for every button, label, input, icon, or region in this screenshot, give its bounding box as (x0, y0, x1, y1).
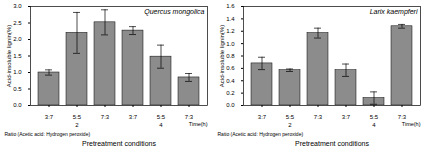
svg-text:Time(h): Time(h) (402, 121, 421, 127)
svg-text:Ratio (Acetic acid: Hydrogen p: Ratio (Acetic acid: Hydrogen peroxide) (218, 131, 304, 137)
svg-text:Time(h): Time(h) (189, 121, 208, 127)
svg-text:2: 2 (288, 122, 292, 128)
svg-text:3.0: 3.0 (13, 3, 22, 9)
svg-text:5:5: 5:5 (370, 114, 379, 120)
svg-text:3:7: 3:7 (342, 114, 351, 120)
svg-text:5:5: 5:5 (286, 114, 295, 120)
svg-text:Larix kaempferi: Larix kaempferi (370, 8, 418, 16)
svg-text:7:3: 7:3 (314, 114, 323, 120)
svg-text:3:7: 3:7 (129, 114, 138, 120)
svg-text:1.2: 1.2 (226, 28, 235, 34)
svg-text:Acid-insoluble lignin(%): Acid-insoluble lignin(%) (219, 25, 225, 87)
svg-text:Quercus mongolica: Quercus mongolica (144, 8, 204, 16)
svg-text:0.5: 0.5 (13, 86, 22, 92)
svg-text:5:5: 5:5 (73, 114, 82, 120)
svg-text:7:3: 7:3 (398, 114, 407, 120)
svg-text:4: 4 (372, 122, 376, 128)
svg-text:2.0: 2.0 (13, 36, 22, 42)
svg-text:1.6: 1.6 (226, 3, 235, 9)
svg-text:0.4: 0.4 (226, 78, 235, 84)
svg-text:1.4: 1.4 (226, 16, 235, 22)
svg-text:Ratio (Acetic acid: Hydrogen p: Ratio (Acetic acid: Hydrogen peroxide) (5, 131, 91, 137)
svg-text:1.0: 1.0 (226, 41, 235, 47)
svg-text:Pretreatment conditions: Pretreatment conditions (82, 140, 156, 147)
svg-text:0.8: 0.8 (226, 53, 235, 59)
svg-text:7:3: 7:3 (185, 114, 194, 120)
svg-text:Acid-insoluble lignin(%): Acid-insoluble lignin(%) (6, 25, 12, 87)
svg-text:3:7: 3:7 (45, 114, 54, 120)
svg-text:2: 2 (75, 122, 79, 128)
svg-text:2.5: 2.5 (13, 20, 22, 26)
svg-text:0.2: 0.2 (226, 90, 235, 96)
svg-text:0.0: 0.0 (13, 102, 22, 108)
svg-text:0.0: 0.0 (226, 102, 235, 108)
svg-text:1.0: 1.0 (13, 69, 22, 75)
svg-text:4: 4 (159, 122, 163, 128)
svg-text:1.5: 1.5 (13, 53, 22, 59)
svg-text:0.6: 0.6 (226, 65, 235, 71)
svg-text:Pretreatment conditions: Pretreatment conditions (295, 140, 369, 147)
svg-text:7:3: 7:3 (101, 114, 110, 120)
svg-text:5:5: 5:5 (157, 114, 166, 120)
svg-text:3:7: 3:7 (258, 114, 267, 120)
